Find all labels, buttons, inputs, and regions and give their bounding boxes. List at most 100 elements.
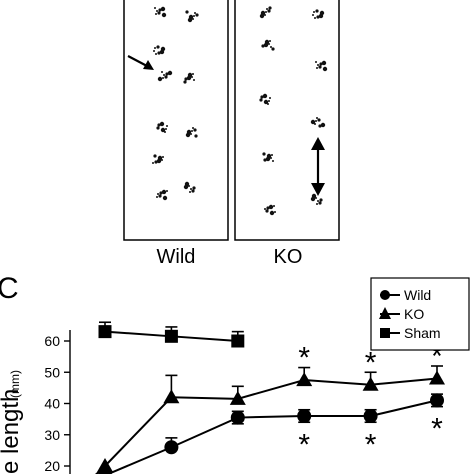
footprint-dot [310, 119, 316, 125]
footprint-dot [194, 134, 198, 138]
footprint-dot [316, 15, 320, 19]
footprint-dot [161, 12, 167, 18]
footprint-dot [194, 12, 196, 14]
footprint-dot [273, 205, 275, 207]
footprint-dot [153, 154, 157, 158]
footprint-dot [318, 124, 322, 128]
footprint-dot [153, 50, 155, 52]
footprint-dot [158, 194, 162, 198]
data-point [164, 440, 179, 455]
footprint-dot [161, 189, 167, 195]
data-point [231, 334, 245, 348]
footprint-dot [264, 39, 270, 45]
footprint-dot [166, 190, 168, 192]
series-ko [95, 365, 445, 474]
y-tick-label: 30 [44, 427, 60, 443]
data-point [296, 372, 313, 387]
footprint-dot [156, 45, 160, 49]
footprint-dot [268, 6, 272, 10]
triangle-marker-icon [379, 307, 391, 319]
footprint-dot [266, 8, 268, 10]
footprint-dot [269, 40, 271, 42]
footprint-dot [268, 204, 274, 210]
footprint-dot [274, 211, 276, 213]
wild-panel-label: Wild [157, 246, 196, 268]
footprint-marks [152, 6, 328, 216]
series-line-wild [105, 399, 438, 474]
footprint-dot [156, 126, 160, 130]
footprint-dot [163, 74, 165, 76]
legend-item-wild: Wild [380, 287, 431, 303]
footprint-dot [185, 10, 189, 14]
footprint-dot [259, 98, 263, 102]
wild-footprint-panel [123, 0, 229, 241]
significance-marker: * [365, 346, 377, 379]
footprint-dot [162, 156, 164, 158]
footprint-dot [157, 155, 163, 161]
footprint-dot [154, 47, 156, 49]
footprint-dot [157, 11, 161, 15]
series-sham [98, 321, 245, 348]
footprint-dot [160, 127, 166, 133]
ko-panel-label: KO [274, 246, 303, 268]
y-axis-unit: (mm) [8, 370, 22, 398]
footprint-dot [269, 97, 271, 99]
y-tick-label: 60 [44, 333, 60, 349]
footprint-dot [159, 121, 165, 127]
data-point [297, 409, 312, 423]
footprint-dot [165, 72, 169, 76]
footprint-dot [154, 7, 156, 9]
footprint-dot [157, 193, 159, 195]
footprint-dot [184, 77, 188, 81]
data-point [362, 376, 379, 391]
footprint-dot [165, 128, 167, 130]
footprint-dot [266, 206, 270, 210]
footprint-dot [156, 196, 158, 198]
footprint-dot [167, 70, 173, 76]
footprint-dot [188, 14, 194, 20]
y-tick-label: 40 [44, 396, 60, 412]
footprint-dot [192, 73, 194, 75]
footprint-dot [190, 188, 192, 190]
footprint-dot [261, 44, 265, 48]
data-point [229, 390, 246, 405]
square-marker-icon [380, 328, 390, 338]
footprint-dot [262, 93, 268, 99]
footprint-dot [315, 9, 319, 13]
footprint-dot [155, 53, 157, 55]
significance-marker: * [298, 342, 310, 375]
footprint-dot [322, 66, 328, 72]
double-arrow-icon [311, 137, 325, 196]
data-point [230, 410, 245, 425]
series-line-ko [95, 377, 438, 474]
footprint-dot [317, 64, 319, 66]
ko-footprint-panel [234, 0, 340, 241]
footprint-dot [263, 99, 269, 105]
footprint-dot [270, 46, 272, 48]
footprint-dot [159, 191, 163, 195]
footprint-dot [158, 8, 162, 12]
footprint-dot [192, 127, 194, 129]
footprint-dot [315, 61, 317, 63]
data-point [163, 389, 180, 404]
footprint-dot [189, 191, 191, 193]
footprint-dot [268, 100, 270, 102]
footprint-dot [316, 117, 318, 119]
data-point [363, 409, 378, 423]
footprint-dot [319, 62, 323, 66]
footprint-dot [193, 79, 195, 81]
legend-item-sham: Sham [380, 325, 441, 341]
y-axis-label: e length [0, 389, 24, 474]
footprint-dot [157, 123, 161, 127]
footprint-dot [317, 118, 321, 122]
footprint-dot [166, 125, 168, 127]
footprint-dot [321, 60, 327, 66]
footprint-dot [314, 17, 316, 19]
footprint-dot [263, 158, 267, 162]
footprint-dot [155, 13, 157, 15]
footprint-dot [267, 9, 271, 13]
footprint-dot [164, 75, 168, 79]
footprint-dot [265, 209, 269, 213]
footprint-dot [157, 76, 163, 82]
